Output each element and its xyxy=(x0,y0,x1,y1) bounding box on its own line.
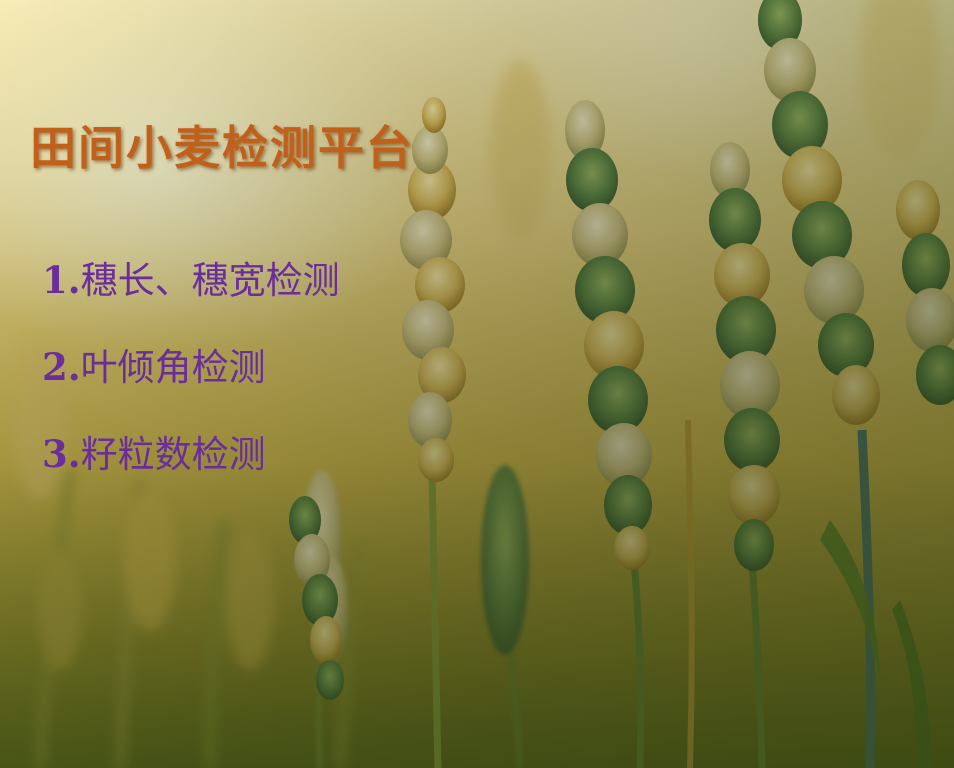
list-item-text: 穗长、穗宽检测 xyxy=(80,259,340,302)
list-item-number: 1. xyxy=(42,258,81,302)
list-item-number: 2. xyxy=(42,345,81,389)
list-item-text: 籽粒数检测 xyxy=(80,433,266,476)
slide-title: 田间小麦检测平台 xyxy=(30,121,414,175)
list-item-text: 叶倾角检测 xyxy=(80,346,266,389)
list-item: 2.叶倾角检测 xyxy=(42,345,340,389)
list-item: 1.穗长、穗宽检测 xyxy=(42,258,340,302)
feature-list: 1.穗长、穗宽检测 2.叶倾角检测 3.籽粒数检测 xyxy=(42,258,340,519)
list-item-number: 3. xyxy=(42,432,81,476)
list-item: 3.籽粒数检测 xyxy=(42,432,340,476)
